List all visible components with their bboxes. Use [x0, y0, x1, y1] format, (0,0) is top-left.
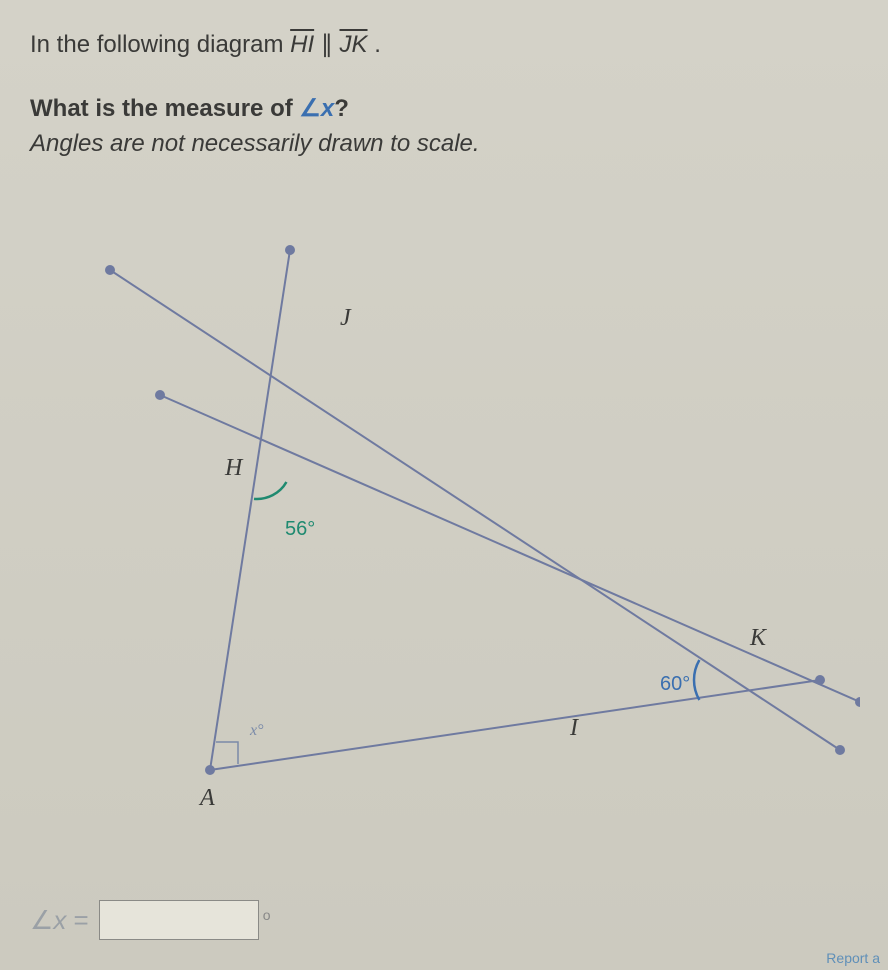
segment-HI: HI	[290, 31, 314, 58]
svg-text:A: A	[198, 785, 215, 811]
svg-text:I: I	[569, 715, 579, 741]
degree-mark: o	[263, 907, 271, 923]
svg-text:K: K	[749, 625, 768, 651]
question-suffix: ?	[334, 95, 349, 122]
angle-symbol: ∠	[299, 95, 321, 122]
answer-row: ∠x = o	[30, 900, 271, 940]
geometry-diagram: 56° 60° x° J H K I A	[40, 230, 860, 850]
segment-JK: JK	[340, 31, 368, 58]
intro-prefix: In the following diagram	[30, 31, 290, 58]
svg-text:J: J	[340, 305, 352, 331]
svg-text:H: H	[224, 455, 244, 481]
svg-text:60°: 60°	[660, 673, 690, 695]
problem-statement: In the following diagram HI ∥ JK . What …	[0, 0, 888, 161]
parallel-symbol: ∥	[321, 31, 340, 58]
answer-angle-symbol: ∠x =	[30, 905, 89, 936]
intro-suffix: .	[374, 31, 381, 58]
question-prefix: What is the measure of	[30, 95, 299, 122]
variable-x: x	[321, 95, 334, 122]
report-link[interactable]: Report a	[826, 950, 880, 966]
answer-input[interactable]	[99, 900, 259, 940]
diagram-svg: 56° 60° x° J H K I A	[40, 230, 860, 850]
hint-text: Angles are not necessarily drawn to scal…	[30, 127, 858, 161]
svg-text:x°: x°	[249, 722, 264, 739]
svg-text:56°: 56°	[285, 518, 315, 540]
question-line: What is the measure of ∠x?	[30, 92, 858, 126]
